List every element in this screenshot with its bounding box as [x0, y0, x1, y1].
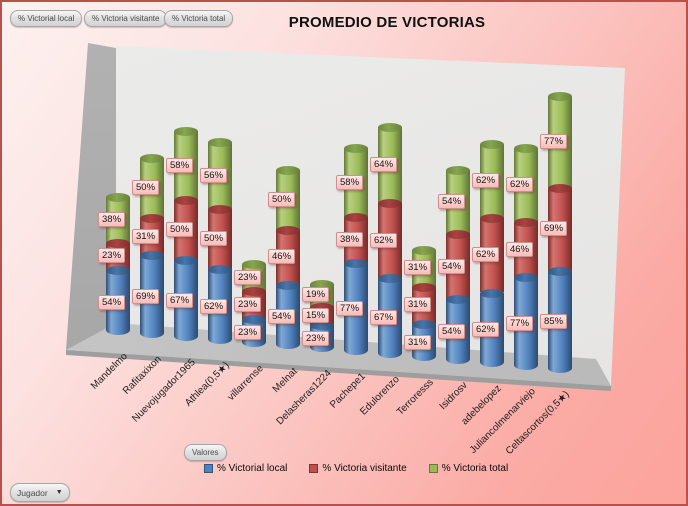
- data-label: 31%: [404, 260, 432, 276]
- legend-item-victoria-total: % Victoria total: [428, 463, 509, 474]
- legend-swatch-green: [428, 464, 438, 473]
- data-label: 54%: [268, 309, 296, 325]
- data-label: 77%: [540, 133, 568, 149]
- data-label: 31%: [404, 334, 432, 350]
- chart-legend: % Victorial local % Victoria visitante %…: [204, 463, 508, 474]
- data-label: 62%: [472, 247, 500, 263]
- values-field-button[interactable]: Valores: [184, 444, 227, 461]
- data-label: 62%: [506, 177, 534, 192]
- data-label: 62%: [472, 321, 500, 337]
- data-label: 50%: [166, 222, 194, 238]
- legend-label: % Victorial local: [217, 463, 288, 474]
- data-label: 31%: [404, 297, 432, 313]
- data-label: 62%: [200, 298, 228, 314]
- data-label: 50%: [200, 231, 228, 247]
- chart-title: PROMEDIO DE VICTORIAS: [288, 14, 486, 31]
- data-label: 77%: [506, 315, 534, 331]
- data-label: 67%: [166, 292, 194, 308]
- legend-swatch-red: [309, 464, 319, 473]
- data-label: 38%: [98, 211, 126, 227]
- filter-button-victorial-local[interactable]: % Victorial local: [10, 10, 83, 27]
- data-label: 38%: [336, 232, 364, 248]
- data-label: 54%: [438, 258, 466, 274]
- data-label: 46%: [506, 241, 534, 257]
- data-label: 85%: [540, 313, 568, 329]
- data-label: 54%: [98, 294, 126, 310]
- data-label: 62%: [472, 172, 500, 188]
- data-label: 64%: [370, 157, 398, 172]
- data-label: 54%: [438, 194, 466, 209]
- data-label: 23%: [234, 269, 262, 285]
- data-label: 46%: [268, 249, 296, 265]
- data-label: 50%: [268, 191, 296, 207]
- legend-swatch-blue: [204, 464, 213, 473]
- data-label: 69%: [540, 221, 568, 237]
- data-label: 19%: [302, 287, 330, 303]
- data-label: 69%: [132, 288, 160, 304]
- legend-label: % Victoria total: [441, 463, 509, 474]
- axis-field-label: Jugador: [17, 487, 48, 498]
- data-label: 23%: [302, 330, 330, 346]
- legend-item-victoria-visitante: % Victoria visitante: [309, 463, 407, 474]
- data-label: 56%: [200, 167, 228, 183]
- data-label: 15%: [302, 307, 330, 323]
- data-label: 31%: [132, 228, 160, 244]
- data-label: 50%: [132, 179, 160, 195]
- legend-label: % Victoria visitante: [322, 463, 407, 474]
- data-label: 23%: [234, 297, 262, 313]
- data-label: 23%: [234, 324, 262, 340]
- data-label: 62%: [370, 232, 398, 248]
- legend-item-victorial-local: % Victorial local: [204, 463, 287, 474]
- chevron-down-icon: ▼: [55, 489, 63, 496]
- data-label: 54%: [438, 323, 466, 339]
- data-label: 23%: [98, 248, 126, 264]
- data-label: 77%: [336, 301, 364, 317]
- axis-field-dropdown[interactable]: Jugador ▼: [10, 483, 70, 502]
- filter-button-victoria-total[interactable]: % Victoria total: [164, 10, 234, 27]
- data-label: 67%: [370, 310, 398, 325]
- data-label: 58%: [166, 157, 194, 173]
- data-label: 58%: [336, 174, 364, 190]
